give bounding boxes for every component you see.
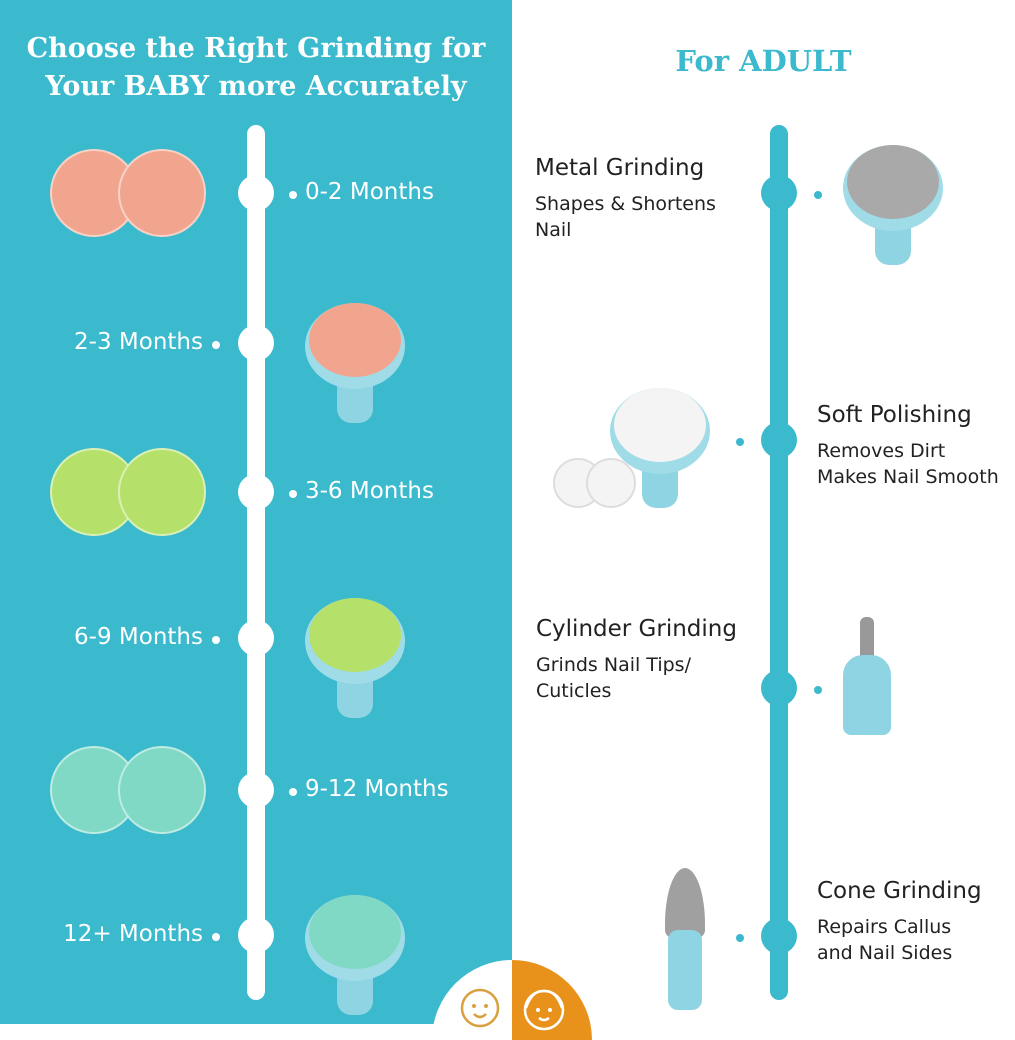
adult-timeline [770, 125, 788, 1000]
title-line: Your BABY more Accurately [45, 71, 467, 102]
timeline-node [238, 620, 274, 656]
adult-face-icon [523, 989, 565, 1031]
cylinder-holder [843, 655, 891, 735]
timeline-node [238, 175, 274, 211]
attachment-name: Soft Polishing [817, 402, 972, 428]
bullet [289, 788, 297, 796]
stage-label: 0-2 Months [305, 179, 434, 205]
bullet [289, 490, 297, 498]
grinding-pad [118, 746, 206, 834]
grinding-head [305, 598, 405, 718]
timeline-node [238, 772, 274, 808]
bullet [814, 686, 822, 694]
bullet [736, 934, 744, 942]
attachment-desc: Repairs Callus and Nail Sides [817, 916, 953, 964]
bullet [212, 636, 220, 644]
adult-title: For ADULT [675, 44, 852, 78]
timeline-node [761, 175, 797, 211]
timeline-node [238, 474, 274, 510]
attachment-name: Cylinder Grinding [536, 616, 737, 642]
timeline-node [761, 670, 797, 706]
bullet [814, 191, 822, 199]
attachment-name: Cone Grinding [817, 878, 982, 904]
baby-timeline [247, 125, 265, 1000]
soft-polishing-head [610, 388, 710, 508]
metal-grinding-head [843, 145, 943, 265]
stage-label: 2-3 Months [74, 329, 203, 355]
grinding-pad [118, 448, 206, 536]
attachment-desc: Grinds Nail Tips/ Cuticles [536, 654, 691, 702]
grinding-head [305, 895, 405, 1015]
bullet [289, 191, 297, 199]
timeline-node [238, 917, 274, 953]
cone-holder [668, 930, 702, 1010]
bullet [212, 341, 220, 349]
grinding-pad [118, 149, 206, 237]
baby-title: Choose the Right Grinding for Your BABY m… [0, 30, 512, 106]
grinding-head [305, 303, 405, 423]
bullet [212, 933, 220, 941]
attachment-desc: Shapes & Shortens Nail [535, 193, 716, 241]
stage-label: 9-12 Months [305, 776, 449, 802]
title-line: Choose the Right Grinding for [26, 33, 486, 64]
timeline-node [761, 422, 797, 458]
attachment-desc: Removes Dirt Makes Nail Smooth [817, 440, 999, 488]
timeline-node [761, 918, 797, 954]
baby-face-icon [460, 988, 500, 1028]
age-icons [432, 960, 592, 1040]
bullet [736, 438, 744, 446]
polishing-pad [586, 458, 636, 508]
timeline-node [238, 325, 274, 361]
stage-label: 3-6 Months [305, 478, 434, 504]
attachment-name: Metal Grinding [535, 155, 705, 181]
stage-label: 12+ Months [63, 921, 203, 947]
stage-label: 6-9 Months [74, 624, 203, 650]
